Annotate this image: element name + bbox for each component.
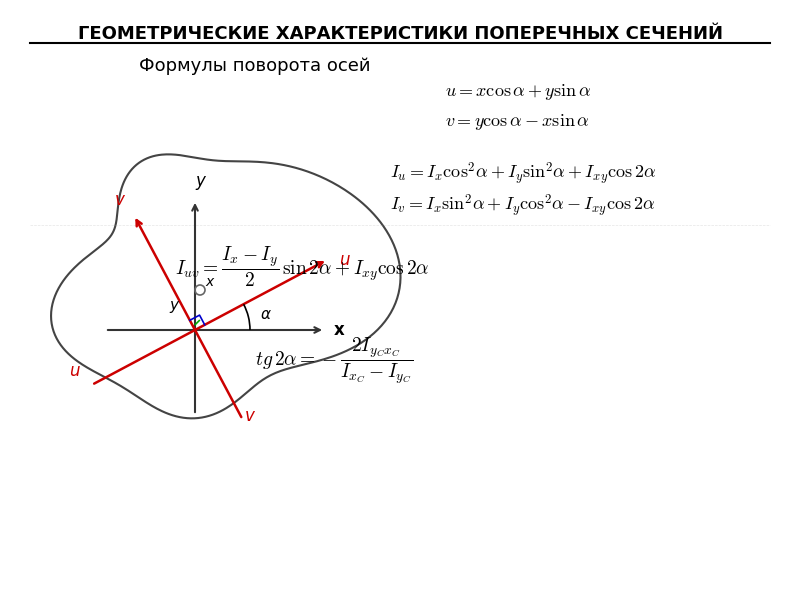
Text: $u$: $u$ [339,251,351,269]
Text: $y$: $y$ [194,174,207,192]
Text: $y$: $y$ [170,299,181,315]
Text: $v = y\cos\alpha - x\sin\alpha$: $v = y\cos\alpha - x\sin\alpha$ [445,112,590,132]
Text: $\alpha$: $\alpha$ [260,307,272,322]
Text: $I_{uv} = \dfrac{I_x - I_y}{2}\,\sin 2\mathbf{\alpha} + I_{xy}\cos 2\mathbf{\alp: $I_{uv} = \dfrac{I_x - I_y}{2}\,\sin 2\m… [175,245,430,289]
Text: $u = x\cos\alpha + y\sin\alpha$: $u = x\cos\alpha + y\sin\alpha$ [445,82,591,102]
Text: $v$: $v$ [114,191,126,209]
Text: Формулы поворота осей: Формулы поворота осей [139,57,370,75]
Text: $\mathbf{x}$: $\mathbf{x}$ [333,321,346,339]
Text: $tg\,2\alpha = -\dfrac{2I_{y_C x_C}}{I_{x_C} - I_{y_C}}$: $tg\,2\alpha = -\dfrac{2I_{y_C x_C}}{I_{… [255,335,414,386]
Text: $I_u = I_x\cos^2\!\mathbf{\alpha} + I_y\sin^2\!\mathbf{\alpha} + I_{xy}\cos 2\ma: $I_u = I_x\cos^2\!\mathbf{\alpha} + I_y\… [390,160,656,187]
Text: $v$: $v$ [244,407,256,425]
Text: ГЕОМЕТРИЧЕСКИЕ ХАРАКТЕРИСТИКИ ПОПЕРЕЧНЫХ СЕЧЕНИЙ: ГЕОМЕТРИЧЕСКИЕ ХАРАКТЕРИСТИКИ ПОПЕРЕЧНЫХ… [78,25,722,43]
Text: $x$: $x$ [205,275,216,289]
Text: $I_v = I_x\sin^2\!\mathbf{\alpha} + I_y\cos^2\!\mathbf{\alpha} - I_{xy}\cos 2\ma: $I_v = I_x\sin^2\!\mathbf{\alpha} + I_y\… [390,192,655,219]
Text: $u$: $u$ [70,362,81,380]
